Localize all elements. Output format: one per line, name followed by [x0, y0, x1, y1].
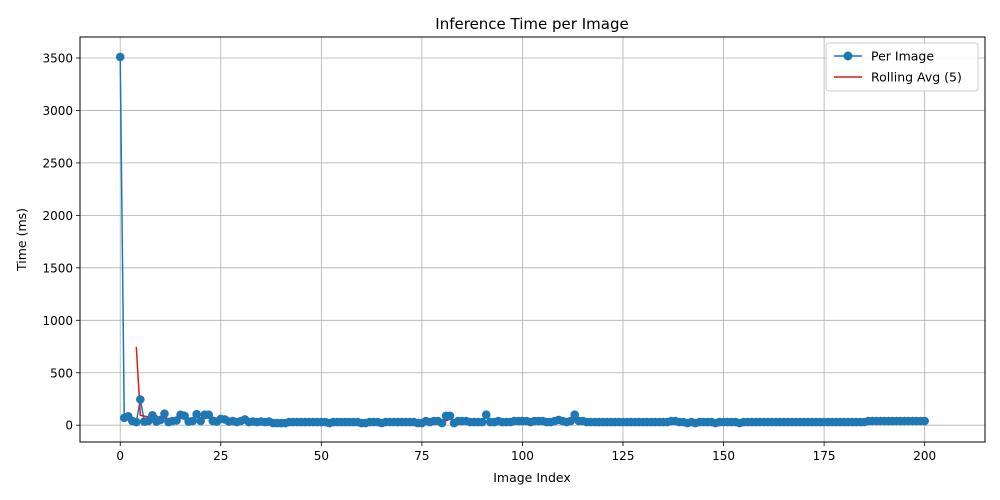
legend-rolling-avg-label: Rolling Avg (5) [871, 70, 962, 85]
x-tick-label: 175 [813, 449, 836, 463]
y-tick-label: 2500 [42, 156, 73, 170]
legend-per-image-label: Per Image [871, 49, 934, 64]
per-image-point [115, 52, 125, 62]
chart-title: Inference Time per Image [435, 15, 628, 33]
y-tick-label: 1500 [42, 261, 73, 275]
y-tick-label: 2000 [42, 209, 73, 223]
y-tick-label: 1000 [42, 314, 73, 328]
plot-frame [79, 36, 986, 443]
x-tick-label: 25 [213, 449, 228, 463]
per-image-point [136, 395, 145, 404]
per-image-point [196, 416, 205, 426]
x-tick-label: 150 [712, 449, 735, 463]
per-image-point [920, 416, 929, 426]
y-tick-label: 3000 [42, 104, 73, 118]
per-image-point [192, 409, 201, 419]
y-tick-label: 0 [65, 419, 73, 433]
per-image-point [204, 410, 214, 420]
per-image-point [445, 411, 455, 421]
per-image-point [188, 416, 197, 426]
x-tick-label: 200 [913, 449, 936, 463]
per-image-point [570, 410, 580, 420]
per-image-point [148, 410, 157, 420]
x-tick-label: 0 [116, 449, 124, 463]
per-image-point [481, 410, 491, 420]
per-image-point [160, 409, 169, 418]
x-tick-label: 100 [511, 449, 534, 463]
legend-box [825, 42, 979, 92]
x-tick-label: 50 [314, 449, 329, 463]
per-image-point [156, 415, 165, 425]
legend-per-image-marker [843, 51, 853, 61]
per-image-point [566, 416, 576, 426]
legend: Per Image Rolling Avg (5) [825, 42, 979, 92]
y-axis-label: Time (ms) [14, 208, 29, 272]
plot-series [115, 52, 929, 428]
x-tick-label: 75 [414, 449, 429, 463]
x-tick-label: 125 [612, 449, 635, 463]
per-image-point [132, 417, 141, 427]
x-axis-label: Image Index [493, 470, 571, 485]
y-tick-label: 3500 [42, 51, 73, 65]
axis-ticks: 0 25 50 75 100 125 150 175 200050010001500200025… [42, 51, 936, 463]
per-image-point [477, 417, 487, 427]
per-image-point [437, 418, 447, 428]
y-tick-label: 500 [50, 366, 73, 380]
